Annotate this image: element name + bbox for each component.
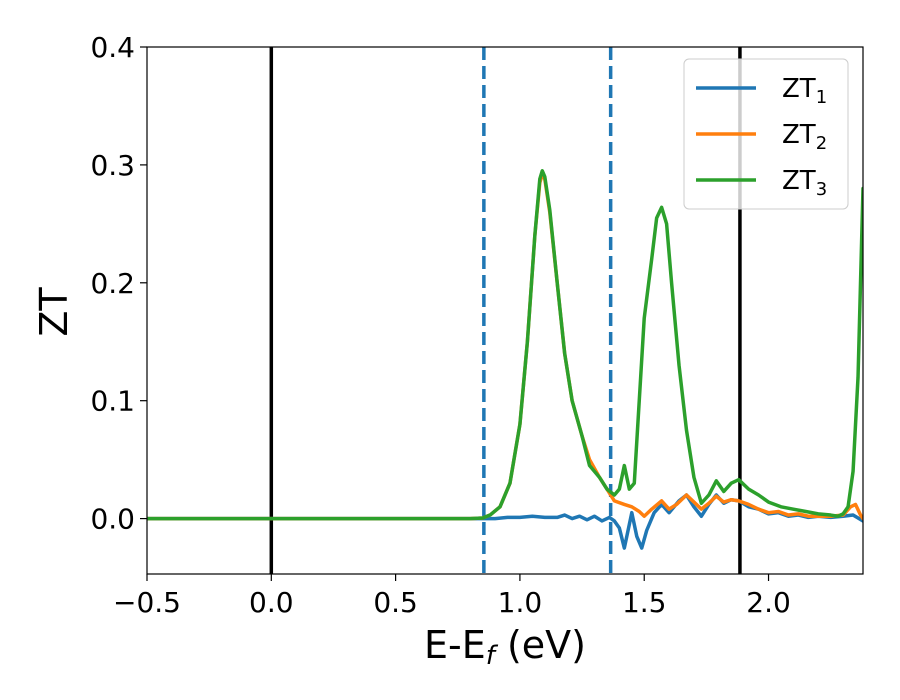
legend: ZT1 ZT2 ZT3	[683, 58, 849, 210]
series-lines	[147, 169, 863, 550]
y-tick-label: 0.4	[90, 31, 135, 64]
y-axis-ticks: 0.0 0.1 0.2 0.3 0.4	[90, 31, 147, 536]
y-tick-label: 0.3	[90, 149, 135, 182]
legend-label-zt2: ZT2	[782, 120, 827, 154]
x-tick-label: −0.5	[113, 586, 181, 619]
y-tick-label: 0.1	[90, 385, 135, 418]
x-axis-ticks: −0.5 0.0 0.5 1.0 1.5 2.0	[113, 574, 791, 619]
legend-label-zt3: ZT3	[782, 166, 827, 200]
x-axis-label-main: E-E	[424, 623, 486, 667]
x-axis-label: E-Ef (eV)	[424, 623, 586, 671]
x-tick-label: 2.0	[746, 586, 791, 619]
x-tick-label: 1.0	[498, 586, 543, 619]
plot-frame	[146, 46, 864, 575]
y-tick-label: 0.0	[90, 503, 135, 536]
x-tick-label: 0.5	[373, 586, 418, 619]
x-axis-label-unit: (eV)	[495, 623, 586, 667]
legend-label-zt1: ZT1	[782, 74, 827, 108]
legend-box	[683, 58, 849, 210]
x-tick-label: 0.0	[249, 586, 294, 619]
series-line-zt3	[147, 169, 863, 521]
y-tick-label: 0.2	[90, 267, 135, 300]
y-axis-label: ZT	[32, 287, 76, 337]
legend-entries: ZT1 ZT2 ZT3	[696, 74, 827, 200]
x-tick-label: 1.5	[622, 586, 667, 619]
